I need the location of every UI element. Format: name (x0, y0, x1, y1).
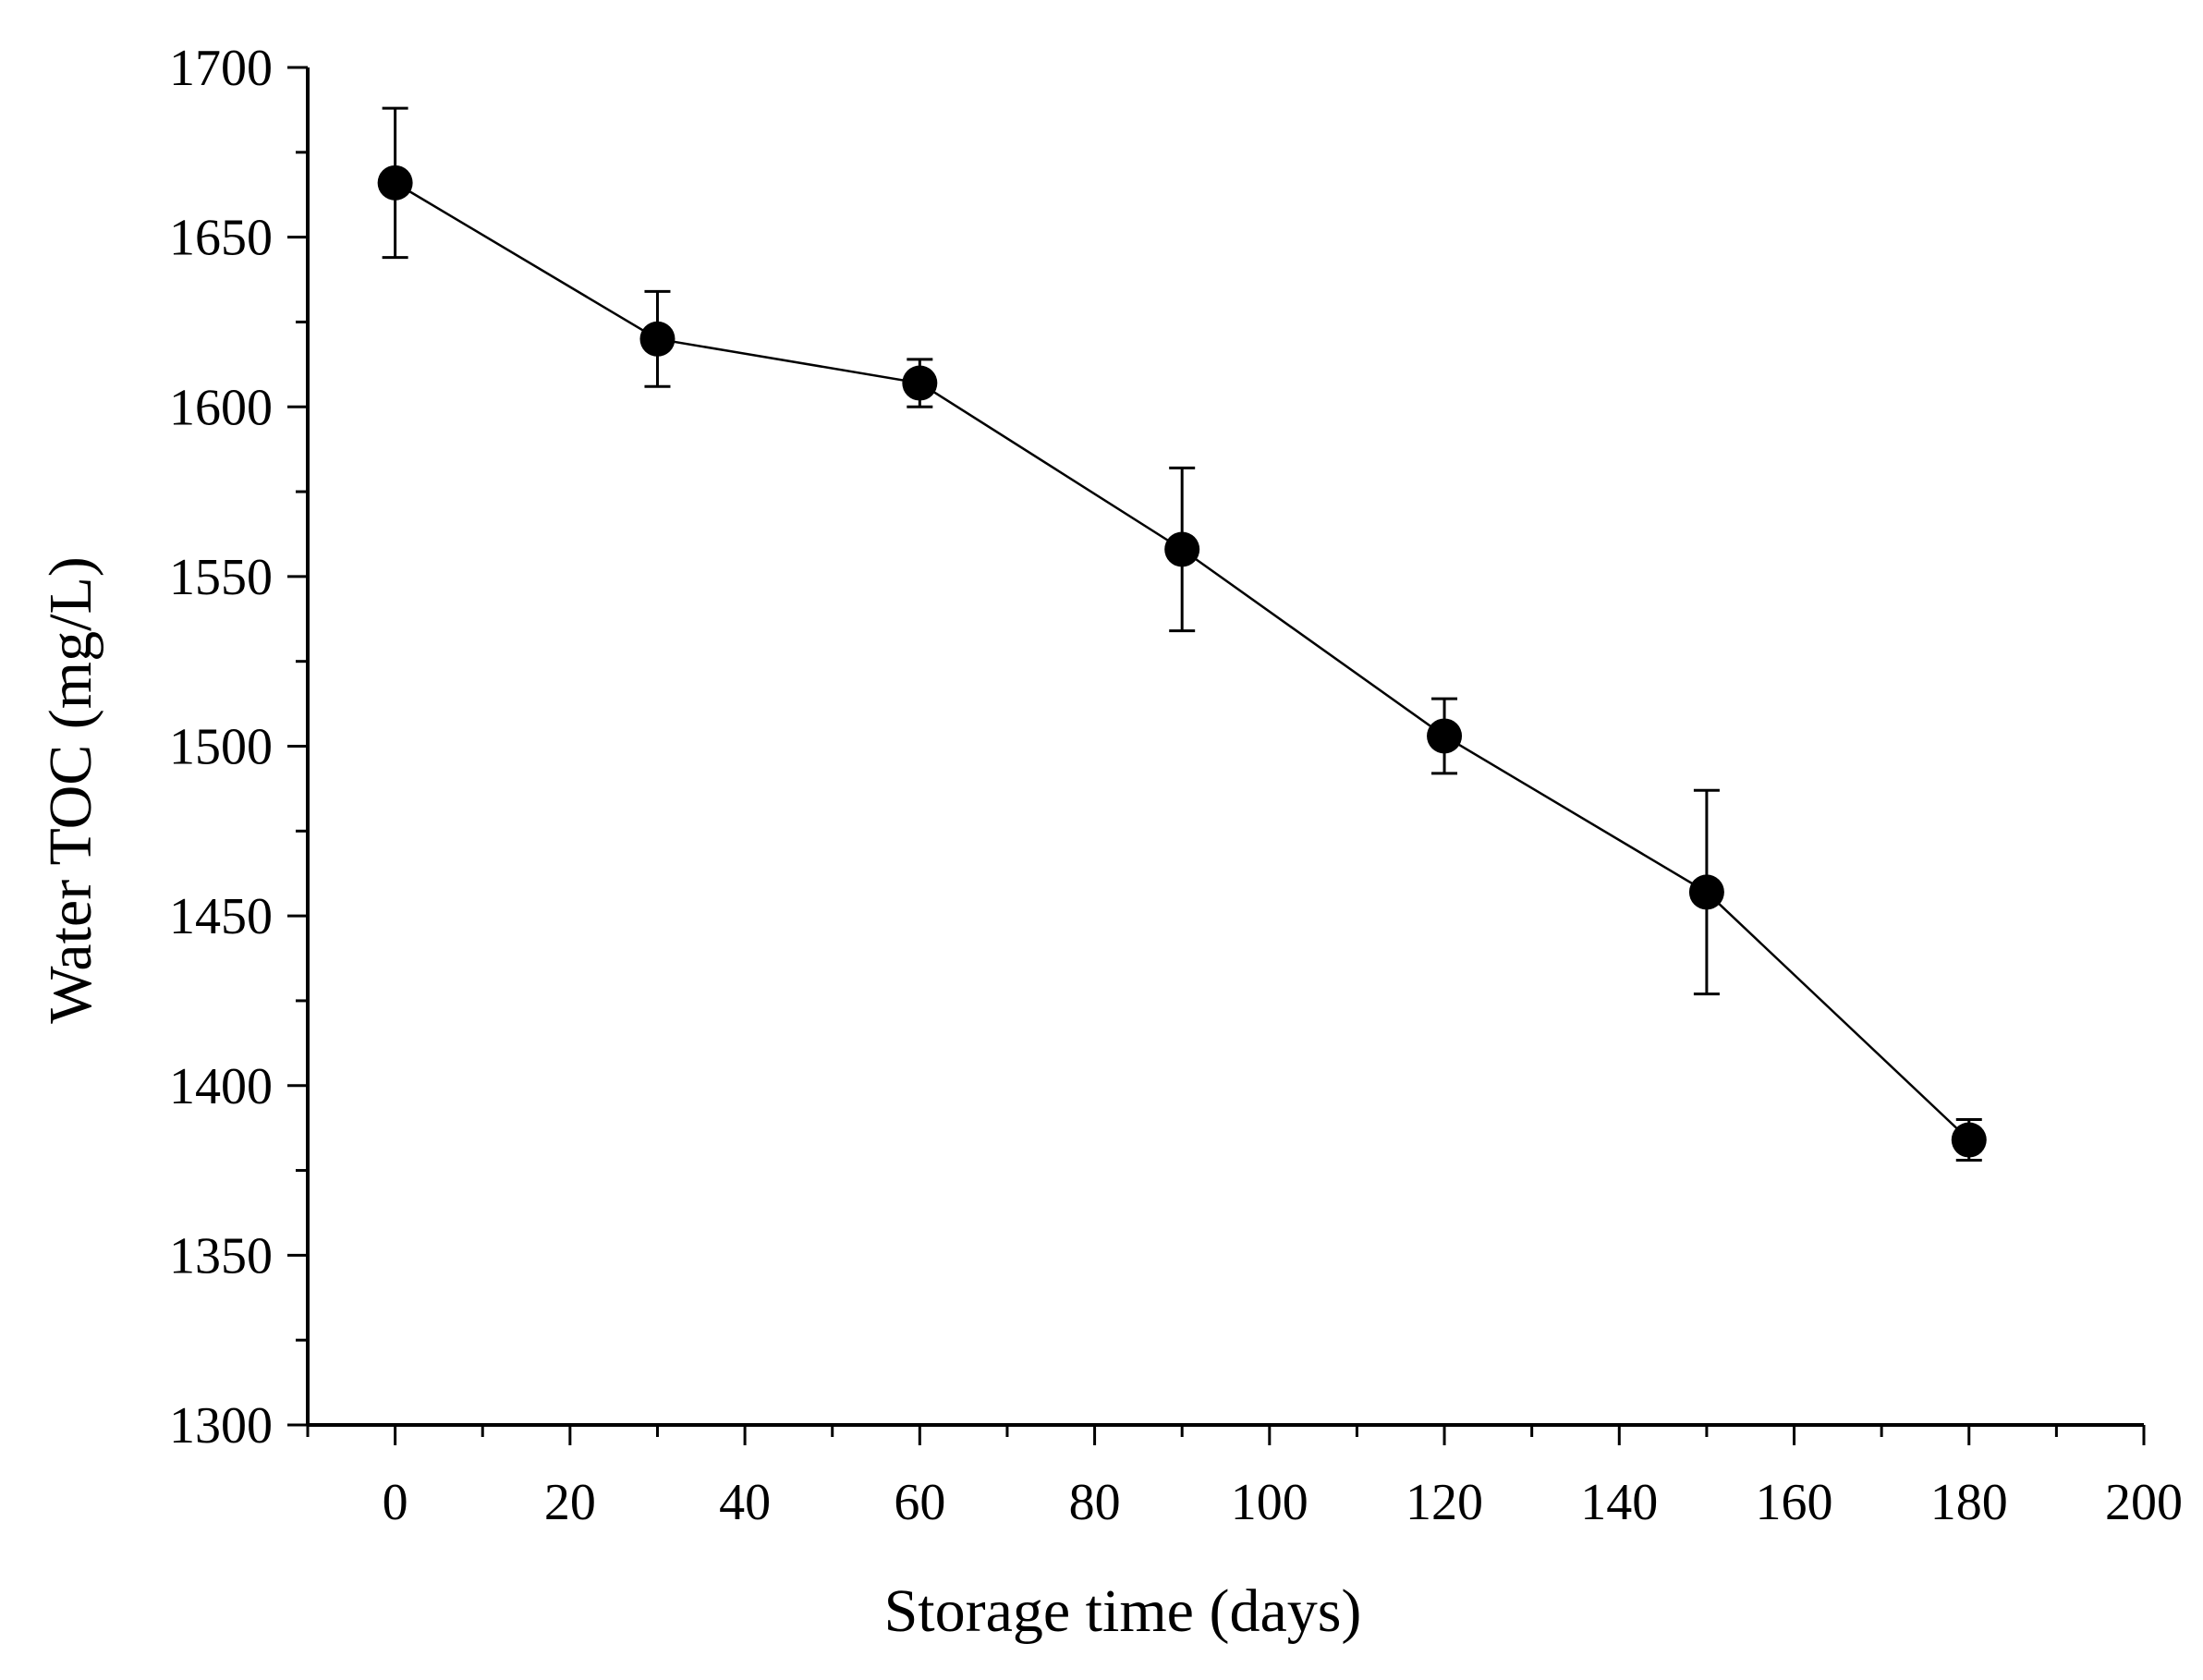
data-point (1164, 531, 1200, 567)
y-tick-label: 1700 (169, 40, 273, 97)
data-point (377, 164, 413, 201)
data-point (639, 321, 676, 357)
data-point (1951, 1122, 1987, 1158)
x-tick-label: 60 (894, 1474, 945, 1531)
y-tick-label: 1300 (169, 1397, 273, 1455)
x-tick-label: 180 (1930, 1474, 2008, 1531)
x-tick-label: 200 (2105, 1474, 2183, 1531)
y-ticks: 1300 1350 1400 1450 1500 1550 1600 1650 1700 (169, 40, 308, 1455)
x-tick-label: 120 (1406, 1474, 1483, 1531)
data-point (1688, 874, 1724, 910)
series-line (394, 181, 1970, 1141)
y-axis-title: Water TOC (mg/L) (37, 556, 104, 1023)
data-point (902, 365, 938, 401)
x-axis-title: Storage time (days) (884, 1577, 1362, 1645)
y-tick-label: 1350 (169, 1227, 273, 1284)
x-tick-label: 40 (719, 1474, 771, 1531)
x-ticks: 0 20 40 60 80 100 120 140 160 180 200 (306, 1425, 2183, 1531)
x-tick-label: 100 (1231, 1474, 1308, 1531)
y-tick-label: 1600 (169, 379, 273, 436)
y-tick-label: 1650 (169, 210, 273, 267)
error-bars (382, 106, 1982, 1163)
data-point (1427, 718, 1463, 754)
x-tick-label: 160 (1756, 1474, 1833, 1531)
x-tick-label: 80 (1069, 1474, 1121, 1531)
x-tick-label: 140 (1580, 1474, 1658, 1531)
series-line-path (394, 181, 1970, 1141)
y-tick-label: 1450 (169, 888, 273, 945)
markers (377, 164, 1987, 1158)
x-tick-label: 0 (383, 1474, 408, 1531)
y-tick-label: 1550 (169, 549, 273, 606)
axes (306, 67, 2144, 1427)
y-tick-label: 1400 (169, 1058, 273, 1115)
x-tick-label: 20 (544, 1474, 596, 1531)
y-tick-label: 1500 (169, 719, 273, 776)
